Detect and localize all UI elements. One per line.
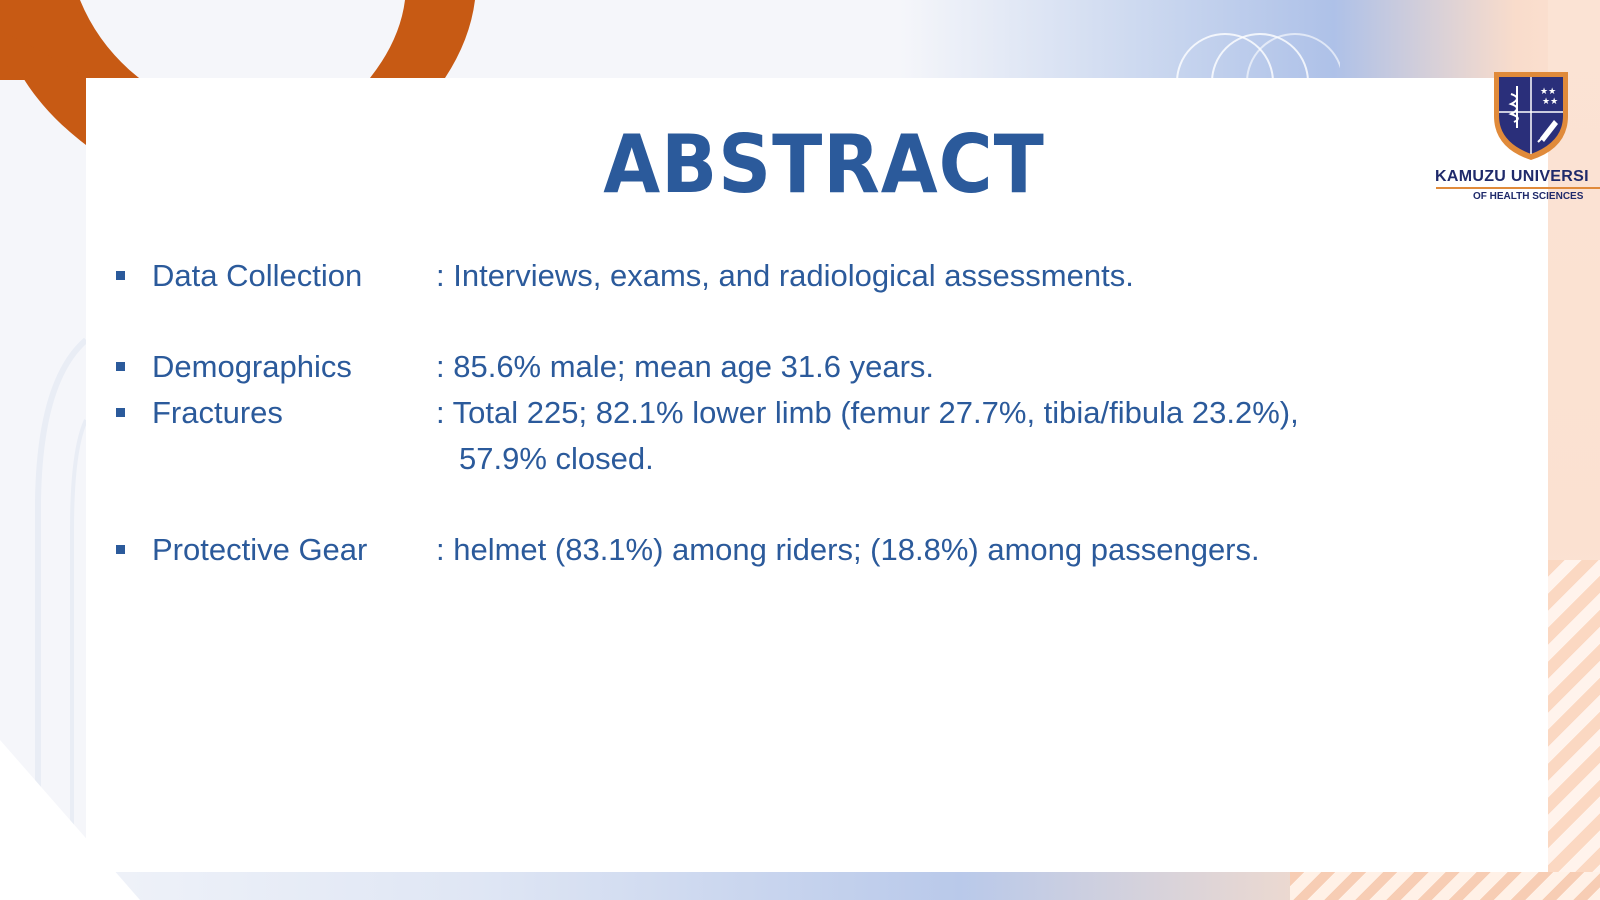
bullet-continuation: 57.9% closed.	[459, 441, 654, 476]
left-arch-lines-decoration	[35, 337, 88, 860]
bullet-square-icon	[116, 408, 125, 417]
bullet-label: Fractures	[152, 395, 283, 430]
bullet-label: Protective Gear	[152, 532, 368, 567]
bullet-value: : Interviews, exams, and radiological as…	[436, 258, 1134, 293]
bullet-data-collection: Data Collection : Interviews, exams, and…	[0, 256, 1500, 302]
logo-university-subtitle: OF HEALTH SCIENCES	[1473, 191, 1584, 202]
bullet-demographics: Demographics : 85.6% male; mean age 31.6…	[0, 347, 1500, 393]
svg-text:★★: ★★	[1540, 87, 1556, 97]
bullet-square-icon	[116, 362, 125, 371]
bullet-value: : 85.6% male; mean age 31.6 years.	[436, 349, 935, 384]
bullet-protective-gear: Protective Gear : helmet (83.1%) among r…	[0, 530, 1500, 576]
circle-outlines-decoration	[1176, 33, 1340, 80]
logo-divider	[1436, 187, 1600, 189]
slide-card	[86, 78, 1548, 872]
svg-text:★★: ★★	[1542, 97, 1558, 107]
university-crest-icon: ★★ ★★	[1494, 72, 1568, 160]
bullet-fractures: Fractures : Total 225; 82.1% lower limb …	[0, 393, 1500, 439]
logo-university-name: KAMUZU UNIVERSI	[1435, 168, 1589, 185]
bullet-value: : helmet (83.1%) among riders; (18.8%) a…	[436, 532, 1260, 567]
bottom-diagonal-stripes	[1290, 872, 1600, 900]
bullet-label: Demographics	[152, 349, 352, 384]
bullet-value: : Total 225; 82.1% lower limb (femur 27.…	[436, 395, 1299, 430]
bullet-square-icon	[116, 271, 125, 280]
right-diagonal-stripes	[1548, 560, 1600, 900]
bullet-square-icon	[116, 545, 125, 554]
bullet-label: Data Collection	[152, 258, 363, 293]
slide-title: ABSTRACT	[603, 118, 1045, 211]
